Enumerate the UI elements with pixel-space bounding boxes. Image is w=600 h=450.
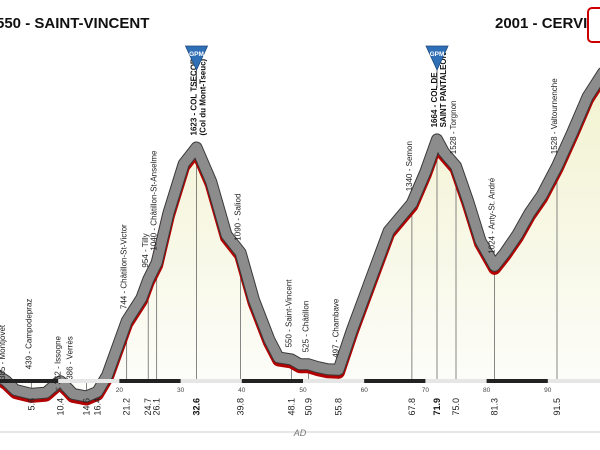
- axis-tick-label: 20: [116, 387, 124, 394]
- place-label: 1340 - Semon: [405, 141, 414, 191]
- start-town-title: 550 - SAINT-VINCENT: [0, 15, 150, 32]
- axis-tick-label: 40: [238, 387, 246, 394]
- place-label: 1040 - Châtillon-St-Anselme: [150, 150, 159, 251]
- axis-segment: [364, 379, 426, 383]
- km-label: 32.6: [192, 398, 202, 416]
- place-label: 954 - Tilly: [141, 233, 150, 267]
- place-label: 362 - Issogne: [54, 335, 63, 384]
- axis-tick-label: 30: [177, 387, 185, 394]
- place-label: 439 - Campodepraz: [24, 299, 33, 370]
- place-label: 1528 - Torgnon: [449, 101, 458, 155]
- place-label: 744 - Châtillon-St-Victor: [120, 224, 129, 309]
- km-label: 21.2: [122, 398, 132, 416]
- axis-segment: [119, 379, 181, 383]
- place-label: 385 - Montjovet: [0, 324, 7, 380]
- gpm-badge-icon: [184, 45, 209, 71]
- km-label: 75.0: [451, 398, 461, 416]
- finish-town-title: 2001 - CERVINIA: [495, 15, 600, 32]
- km-label: 71.9: [432, 398, 442, 416]
- place-label-sub: SAINT PANTALEON: [439, 52, 448, 127]
- place-label: 550 - Saint-Vincent: [284, 279, 293, 348]
- km-label: 91.5: [552, 398, 562, 416]
- km-label: 14.6: [81, 398, 91, 416]
- road-band: [0, 68, 600, 402]
- place-label-sub: (Col du Mont-Tseuc): [199, 58, 208, 135]
- place-label: 497 - Chambave: [332, 298, 341, 358]
- axis-segment: [0, 379, 59, 383]
- axis-tick-label: 90: [544, 387, 552, 394]
- axis-tick-label: 50: [299, 387, 307, 394]
- gpm-badge-label: GPM: [430, 51, 445, 58]
- gpm-badge-icon: [425, 45, 449, 71]
- km-label: 55.8: [334, 398, 344, 416]
- km-label: 50.9: [304, 398, 314, 416]
- km-label: 39.8: [236, 398, 246, 416]
- axis-tick-label: 80: [483, 387, 491, 394]
- place-label: 1090 - Saliod: [234, 194, 243, 241]
- place-label: 525 - Châtillon: [302, 301, 311, 353]
- axis-tick-label: 70: [422, 387, 430, 394]
- terrain-fill: [0, 77, 600, 397]
- footer-logo: AD: [293, 428, 307, 438]
- km-label: 67.8: [407, 398, 417, 416]
- km-label: 5.6: [26, 398, 36, 411]
- place-label: 1528 - Valtournenche: [550, 78, 559, 154]
- axis-tick-label: 10: [55, 387, 63, 394]
- place-label: 1623 - COL TSECORE: [190, 52, 199, 135]
- axis-segment: [486, 379, 548, 383]
- km-label: 26.1: [152, 398, 162, 416]
- finish-banner: [587, 7, 600, 43]
- place-label: 1024 - Anty-St. André: [488, 177, 497, 254]
- axis-segment: [241, 379, 303, 383]
- axis-tick-label: 60: [361, 387, 369, 394]
- km-label: 16.4: [92, 398, 102, 416]
- gpm-badge-label: GPM: [189, 51, 204, 58]
- km-label: 81.3: [490, 398, 500, 416]
- place-label: 386 - Verrès: [65, 336, 74, 380]
- km-label: 10.4: [56, 398, 66, 416]
- km-label: 24.7: [143, 398, 153, 416]
- km-label: 48.1: [286, 398, 296, 416]
- place-label: 1664 - COL DE: [430, 72, 439, 128]
